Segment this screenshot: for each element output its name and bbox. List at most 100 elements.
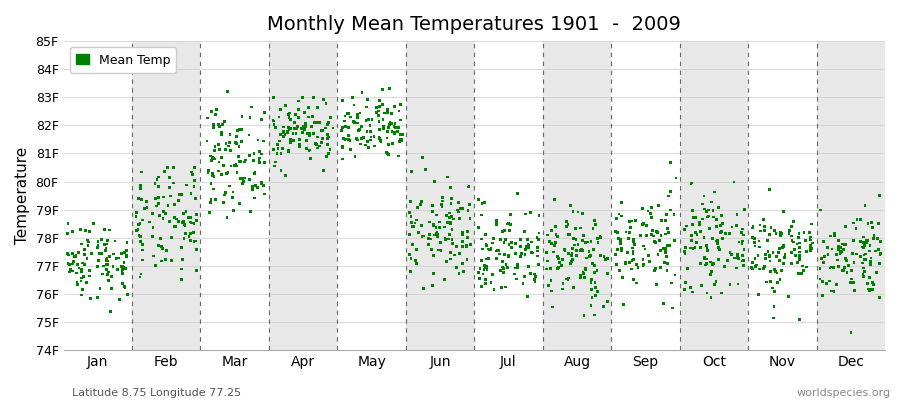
- Point: [579, 240, 593, 246]
- Point: [146, 233, 160, 240]
- Point: [413, 202, 428, 208]
- Point: [101, 277, 115, 283]
- Point: [274, 132, 288, 138]
- Point: [736, 257, 751, 263]
- Point: [793, 249, 807, 255]
- Point: [474, 257, 489, 264]
- Point: [406, 242, 420, 248]
- Point: [442, 210, 456, 216]
- Point: [437, 224, 452, 230]
- Point: [91, 242, 105, 248]
- Point: [853, 216, 868, 222]
- Point: [376, 125, 391, 132]
- Point: [502, 241, 517, 248]
- Point: [319, 153, 333, 160]
- Point: [320, 131, 335, 138]
- Point: [567, 242, 581, 248]
- Point: [846, 237, 860, 244]
- Point: [464, 242, 478, 248]
- Point: [338, 113, 352, 119]
- Point: [284, 136, 298, 142]
- Point: [490, 218, 504, 224]
- Point: [446, 240, 460, 246]
- Point: [393, 137, 408, 143]
- Point: [710, 241, 724, 247]
- Point: [441, 236, 455, 242]
- Point: [772, 245, 787, 252]
- Point: [372, 108, 386, 114]
- Point: [367, 143, 382, 149]
- Point: [732, 239, 746, 245]
- Point: [83, 228, 97, 235]
- Point: [827, 288, 842, 294]
- Point: [253, 159, 267, 166]
- Point: [838, 224, 852, 230]
- Point: [661, 260, 675, 267]
- Point: [835, 241, 850, 247]
- Point: [706, 261, 720, 268]
- Point: [700, 244, 715, 251]
- Point: [718, 231, 733, 237]
- Point: [296, 123, 310, 129]
- Point: [304, 124, 319, 130]
- Point: [238, 159, 252, 165]
- Point: [513, 253, 527, 260]
- Point: [795, 263, 809, 269]
- Point: [627, 241, 642, 248]
- Point: [519, 244, 534, 250]
- Point: [477, 199, 491, 205]
- Point: [753, 228, 768, 234]
- Point: [508, 265, 522, 271]
- Point: [151, 200, 166, 207]
- Point: [866, 236, 880, 242]
- Point: [518, 246, 533, 253]
- Point: [767, 227, 781, 234]
- Point: [96, 263, 111, 269]
- Point: [278, 103, 293, 109]
- Point: [375, 102, 390, 108]
- Point: [584, 238, 598, 245]
- Point: [790, 259, 805, 266]
- Point: [824, 233, 838, 239]
- Point: [850, 251, 864, 257]
- Point: [498, 284, 512, 290]
- Point: [504, 239, 518, 246]
- Point: [588, 263, 602, 269]
- Point: [402, 251, 417, 258]
- Point: [151, 194, 166, 200]
- Point: [393, 131, 408, 137]
- Point: [226, 189, 240, 195]
- Point: [762, 252, 777, 258]
- Point: [752, 238, 766, 244]
- Point: [846, 220, 860, 226]
- Point: [651, 252, 665, 258]
- Point: [861, 220, 876, 226]
- Point: [80, 255, 94, 262]
- Bar: [201, 41, 269, 350]
- Point: [334, 127, 348, 134]
- Point: [391, 128, 405, 134]
- Point: [530, 234, 544, 241]
- Point: [472, 269, 486, 275]
- Point: [699, 256, 714, 262]
- Point: [806, 240, 820, 246]
- Point: [479, 232, 493, 238]
- Point: [282, 124, 296, 130]
- Point: [292, 98, 306, 104]
- Point: [520, 236, 535, 242]
- Point: [703, 259, 717, 265]
- Point: [436, 194, 450, 200]
- Point: [175, 266, 189, 272]
- Point: [793, 253, 807, 259]
- Point: [614, 245, 628, 251]
- Point: [75, 275, 89, 281]
- Point: [815, 278, 830, 285]
- Point: [724, 224, 739, 230]
- Point: [501, 220, 516, 227]
- Point: [645, 227, 660, 234]
- Point: [804, 237, 818, 243]
- Point: [157, 208, 171, 214]
- Point: [813, 265, 827, 272]
- Point: [608, 251, 623, 257]
- Point: [575, 247, 590, 254]
